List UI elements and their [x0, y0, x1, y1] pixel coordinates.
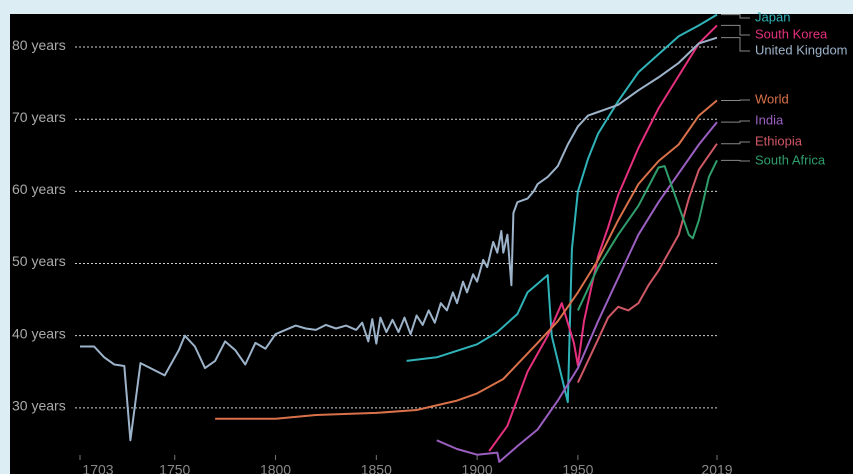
legend-label: World [755, 91, 789, 106]
legend-label: South Africa [755, 152, 826, 167]
legend-connector [721, 120, 750, 123]
series-line [436, 121, 718, 463]
series-line [576, 159, 718, 311]
legend-label: Japan [755, 9, 790, 24]
x-tick-label: 1750 [159, 462, 190, 474]
legend-label: South Korea [755, 26, 828, 41]
series-line [406, 13, 718, 404]
legend-connector [721, 141, 750, 145]
series-line [488, 24, 718, 452]
y-tick-label: 40 years [12, 325, 66, 341]
y-tick-label: 80 years [12, 37, 66, 53]
legend-label: Ethiopia [755, 133, 803, 148]
legend-connector [721, 37, 750, 52]
y-tick-label: 30 years [12, 398, 66, 414]
series-line [576, 143, 718, 384]
series-line [215, 99, 718, 420]
x-tick-label: 1950 [562, 462, 593, 474]
legend-connector [721, 24, 750, 36]
legend-label: United Kingdom [755, 42, 848, 57]
x-tick-label: 1703 [82, 462, 113, 474]
x-tick-label: 1800 [260, 462, 291, 474]
x-tick-label: 1850 [361, 462, 392, 474]
series-line [80, 36, 718, 442]
legend-connector [721, 159, 750, 162]
legend-label: India [755, 112, 784, 127]
x-tick-label: 2019 [701, 462, 732, 474]
y-tick-label: 60 years [12, 181, 66, 197]
y-tick-label: 70 years [12, 109, 66, 125]
legend-connector [721, 14, 750, 19]
plot-background [10, 14, 853, 474]
y-tick-label: 50 years [12, 253, 66, 269]
x-tick-label: 1900 [462, 462, 493, 474]
